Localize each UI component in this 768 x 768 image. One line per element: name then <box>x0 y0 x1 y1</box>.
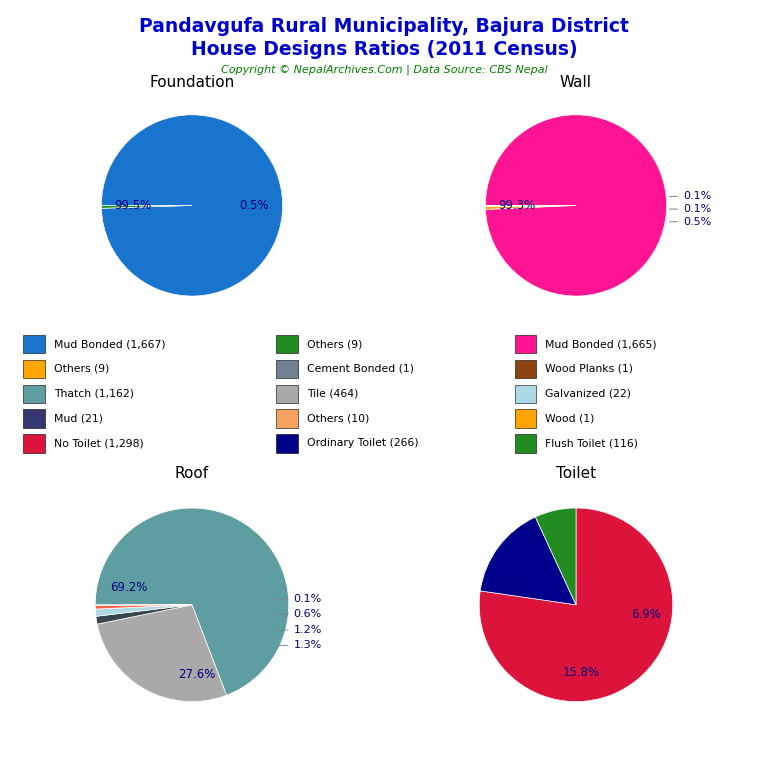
Wedge shape <box>95 605 192 609</box>
Text: 0.1%: 0.1% <box>277 594 322 604</box>
Wedge shape <box>101 114 283 296</box>
Wedge shape <box>95 605 192 617</box>
Title: Wall: Wall <box>560 74 592 90</box>
Text: 0.6%: 0.6% <box>277 610 322 620</box>
Text: Wood Planks (1): Wood Planks (1) <box>545 364 634 374</box>
Text: 0.1%: 0.1% <box>670 204 711 214</box>
Wedge shape <box>485 114 667 296</box>
Text: Copyright © NepalArchives.Com | Data Source: CBS Nepal: Copyright © NepalArchives.Com | Data Sou… <box>220 65 548 75</box>
Title: Roof: Roof <box>175 466 209 482</box>
Bar <box>276 434 298 452</box>
Text: 6.9%: 6.9% <box>631 608 660 621</box>
Bar <box>23 359 45 378</box>
Bar <box>276 335 298 353</box>
Title: Toilet: Toilet <box>556 466 596 482</box>
Bar <box>23 409 45 428</box>
Bar <box>23 335 45 353</box>
Wedge shape <box>95 508 289 695</box>
Wedge shape <box>485 206 576 207</box>
Text: Ordinary Toilet (266): Ordinary Toilet (266) <box>307 439 419 449</box>
Text: 77.3%: 77.3% <box>495 581 531 594</box>
Wedge shape <box>98 605 227 701</box>
Text: Mud Bonded (1,665): Mud Bonded (1,665) <box>545 339 657 349</box>
Text: Pandavgufa Rural Municipality, Bajura District: Pandavgufa Rural Municipality, Bajura Di… <box>139 17 629 36</box>
Wedge shape <box>479 508 673 701</box>
Bar <box>276 359 298 378</box>
Text: 99.3%: 99.3% <box>498 199 536 212</box>
Text: 15.8%: 15.8% <box>562 666 599 679</box>
Text: 1.3%: 1.3% <box>277 641 322 650</box>
Text: 99.5%: 99.5% <box>114 199 152 212</box>
Text: Mud (21): Mud (21) <box>54 414 103 424</box>
Text: Cement Bonded (1): Cement Bonded (1) <box>307 364 414 374</box>
Wedge shape <box>485 206 576 210</box>
Text: Mud Bonded (1,667): Mud Bonded (1,667) <box>54 339 165 349</box>
Bar <box>515 359 536 378</box>
Wedge shape <box>480 517 576 605</box>
Text: No Toilet (1,298): No Toilet (1,298) <box>54 439 144 449</box>
Text: 69.2%: 69.2% <box>111 581 147 594</box>
Bar <box>515 335 536 353</box>
Bar <box>515 409 536 428</box>
Bar <box>515 434 536 452</box>
Bar <box>23 385 45 403</box>
Text: Thatch (1,162): Thatch (1,162) <box>54 389 134 399</box>
Text: Flush Toilet (116): Flush Toilet (116) <box>545 439 638 449</box>
Wedge shape <box>101 205 192 208</box>
Text: Others (9): Others (9) <box>307 339 362 349</box>
Bar <box>276 385 298 403</box>
Wedge shape <box>535 508 576 605</box>
Text: 0.1%: 0.1% <box>670 191 711 201</box>
Text: House Designs Ratios (2011 Census): House Designs Ratios (2011 Census) <box>190 40 578 59</box>
Text: Galvanized (22): Galvanized (22) <box>545 389 631 399</box>
Text: 27.6%: 27.6% <box>178 668 216 681</box>
Text: Tile (464): Tile (464) <box>307 389 359 399</box>
Text: 1.2%: 1.2% <box>277 625 322 635</box>
Text: Others (10): Others (10) <box>307 414 369 424</box>
Text: 0.5%: 0.5% <box>239 199 269 212</box>
Bar <box>23 434 45 452</box>
Text: Others (9): Others (9) <box>54 364 109 374</box>
Title: Foundation: Foundation <box>149 74 235 90</box>
Text: 0.5%: 0.5% <box>670 217 711 227</box>
Bar <box>276 409 298 428</box>
Bar <box>515 385 536 403</box>
Text: Wood (1): Wood (1) <box>545 414 594 424</box>
Wedge shape <box>96 605 192 624</box>
